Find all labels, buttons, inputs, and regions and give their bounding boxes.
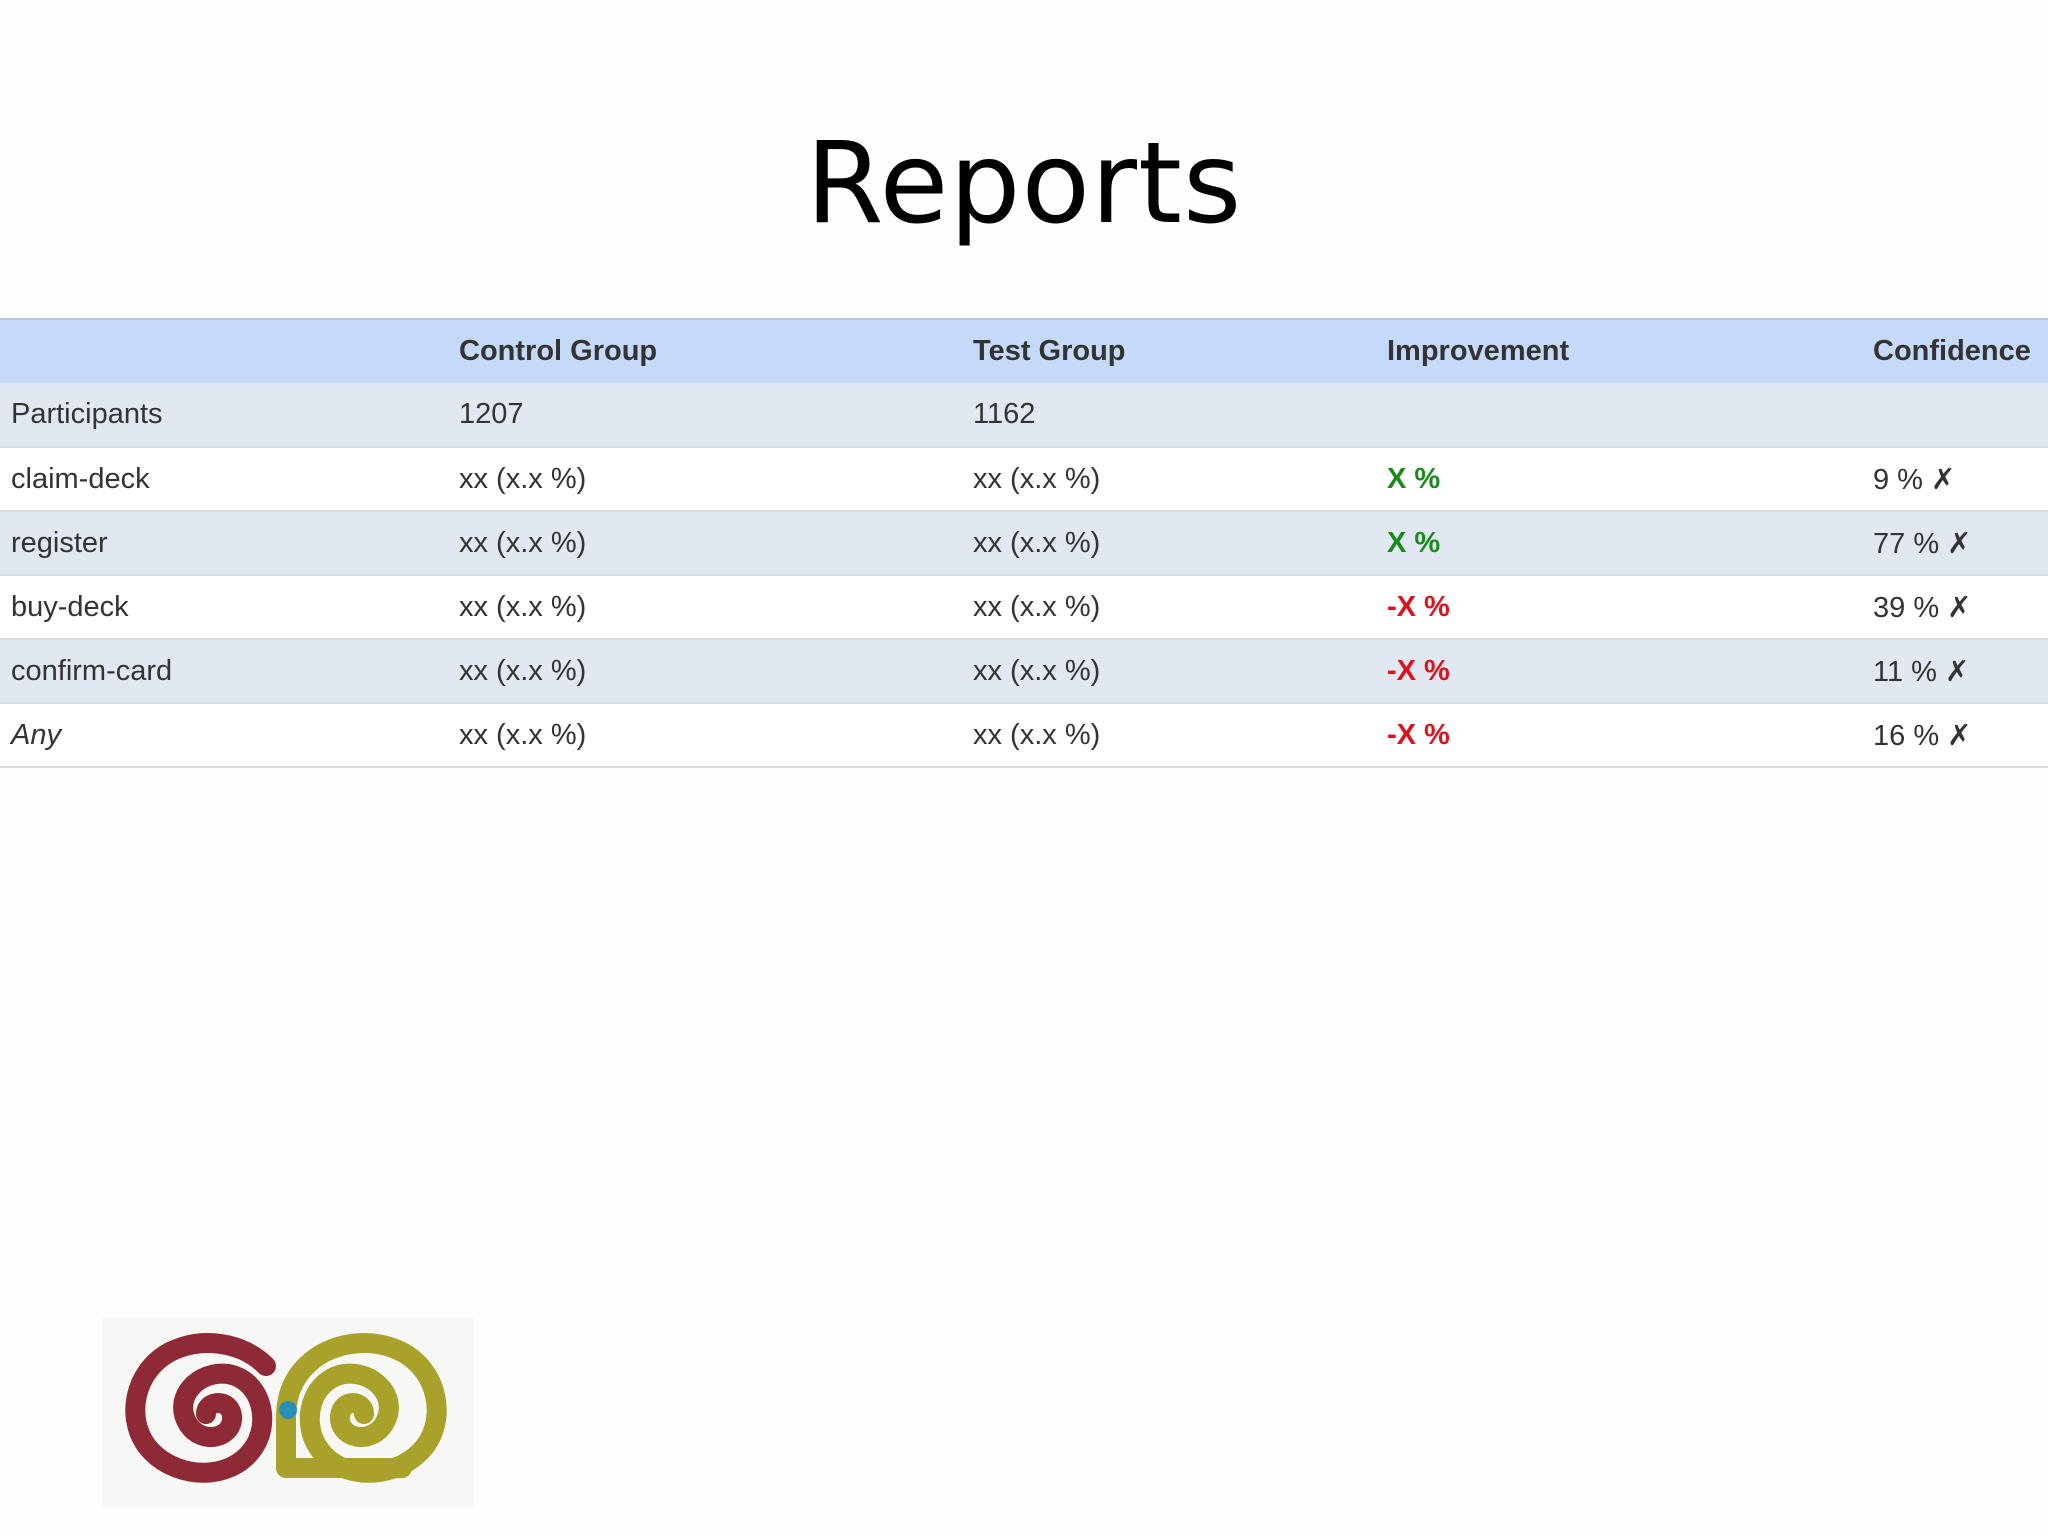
improvement-cell: -X %	[1376, 575, 1862, 640]
metric-cell: register	[0, 511, 448, 576]
confidence-cell	[1862, 383, 2048, 448]
test-cell: xx (x.x %)	[962, 447, 1376, 512]
improvement-cell: -X %	[1376, 639, 1862, 704]
metric-cell: buy-deck	[0, 575, 448, 640]
control-cell: 1207	[448, 383, 962, 448]
improvement-cell	[1376, 383, 1862, 448]
table-row: buy-deck xx (x.x %) xx (x.x %) -X % 39 %…	[0, 575, 2048, 640]
control-cell: xx (x.x %)	[448, 511, 962, 576]
table-row: confirm-card xx (x.x %) xx (x.x %) -X % …	[0, 639, 2048, 704]
table-row: register xx (x.x %) xx (x.x %) X % 77 % …	[0, 511, 2048, 576]
metric-cell: claim-deck	[0, 447, 448, 512]
improvement-cell: -X %	[1376, 703, 1862, 768]
header-confidence: Confidence	[1862, 318, 2048, 383]
confidence-cell: 77 % ✗	[1862, 511, 2048, 576]
metric-cell: Any	[0, 703, 448, 768]
header-control-group: Control Group	[448, 318, 962, 383]
reports-table: Control Group Test Group Improvement Con…	[0, 318, 2048, 768]
double-spiral-logo-icon	[102, 1318, 474, 1508]
improvement-cell: X %	[1376, 447, 1862, 512]
table-header: Control Group Test Group Improvement Con…	[0, 318, 2048, 383]
table-body: Participants 1207 1162 claim-deck xx (x.…	[0, 383, 2048, 768]
control-cell: xx (x.x %)	[448, 639, 962, 704]
improvement-cell: X %	[1376, 511, 1862, 576]
test-cell: 1162	[962, 383, 1376, 448]
confidence-cell: 16 % ✗	[1862, 703, 2048, 768]
confidence-cell: 9 % ✗	[1862, 447, 2048, 512]
metric-cell: Participants	[0, 383, 448, 448]
test-cell: xx (x.x %)	[962, 639, 1376, 704]
test-cell: xx (x.x %)	[962, 511, 1376, 576]
test-cell: xx (x.x %)	[962, 703, 1376, 768]
confidence-cell: 11 % ✗	[1862, 639, 2048, 704]
control-cell: xx (x.x %)	[448, 447, 962, 512]
header-improvement: Improvement	[1376, 318, 1862, 383]
header-metric	[0, 318, 448, 383]
confidence-cell: 39 % ✗	[1862, 575, 2048, 640]
test-cell: xx (x.x %)	[962, 575, 1376, 640]
table-row: Any xx (x.x %) xx (x.x %) -X % 16 % ✗	[0, 703, 2048, 768]
slide-title: Reports	[805, 119, 1243, 249]
table-row: Participants 1207 1162	[0, 383, 2048, 448]
header-row: Control Group Test Group Improvement Con…	[0, 318, 2048, 383]
table-row: claim-deck xx (x.x %) xx (x.x %) X % 9 %…	[0, 447, 2048, 512]
header-test-group: Test Group	[962, 318, 1376, 383]
metric-cell: confirm-card	[0, 639, 448, 704]
control-cell: xx (x.x %)	[448, 575, 962, 640]
control-cell: xx (x.x %)	[448, 703, 962, 768]
